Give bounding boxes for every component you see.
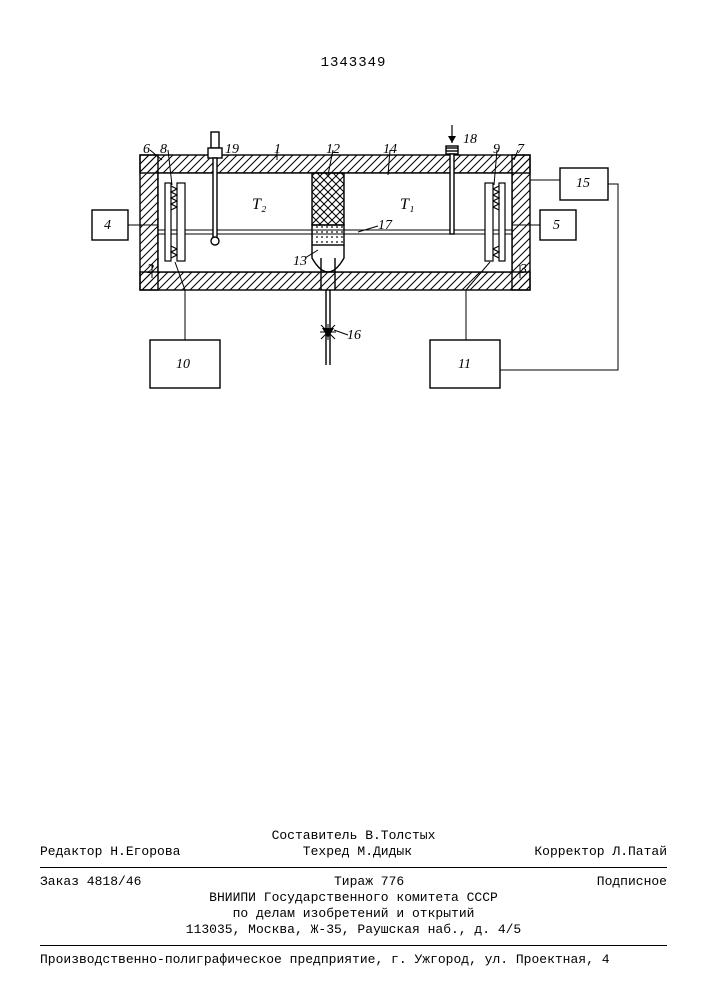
editor-credit: Редактор Н.Егорова [40,844,180,860]
footer-block: Составитель В.Толстых Редактор Н.Егорова… [40,828,667,968]
callout-2: 2 [147,262,154,278]
callout-3: 3 [520,262,527,278]
printer-line: Производственно-полиграфическое предприя… [40,952,667,968]
callout-18: 18 [463,132,477,148]
callout-14: 14 [383,142,397,158]
order-number: Заказ 4818/46 [40,874,141,890]
callout-12: 12 [326,142,340,158]
chamber-t1-label: T₁ [400,196,414,214]
org-line-1: ВНИИПИ Государственного комитета СССР [40,890,667,906]
print-run: Тираж 776 [334,874,404,890]
chamber-t2-label: T₂ [252,196,266,214]
callout-11: 11 [458,357,471,373]
techeditor-credit: Техред М.Дидык [303,844,412,860]
callout-9: 9 [493,142,500,158]
callout-7: 7 [517,142,524,158]
compiler-line: Составитель В.Толстых [40,828,667,844]
callout-6: 6 [143,142,150,158]
callout-8: 8 [160,142,167,158]
callout-16: 16 [347,328,361,344]
callout-15: 15 [576,176,590,192]
corrector-credit: Корректор Л.Патай [534,844,667,860]
patent-diagram [0,0,707,500]
subscription: Подписное [597,874,667,890]
callout-10: 10 [176,357,190,373]
callout-19: 19 [225,142,239,158]
footer-rule-1 [40,867,667,868]
callout-4: 4 [104,218,111,234]
callout-5: 5 [553,218,560,234]
org-address: 113035, Москва, Ж-35, Раушская наб., д. … [40,922,667,938]
org-line-2: по делам изобретений и открытий [40,906,667,922]
callout-17: 17 [378,218,392,234]
callout-1: 1 [274,142,281,158]
footer-rule-2 [40,945,667,946]
callout-13: 13 [293,254,307,270]
